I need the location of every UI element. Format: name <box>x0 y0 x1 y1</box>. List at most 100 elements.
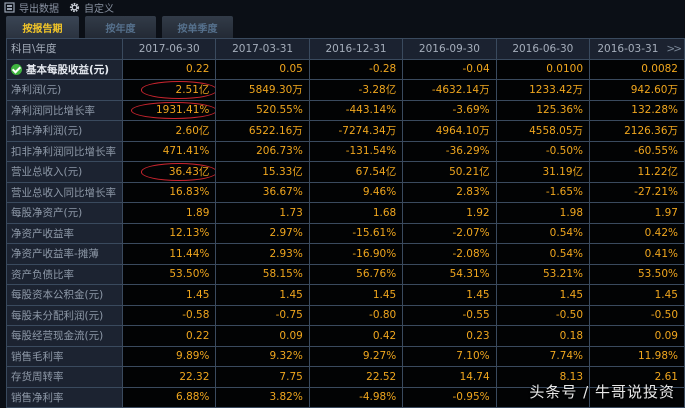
table-cell: 15.33亿 <box>215 161 310 183</box>
table-row[interactable]: 净利润同比增长率 1931.41% 520.55% -443.14% -3.69% 125… <box>6 99 685 121</box>
table-cell: 2.60亿 <box>121 120 217 142</box>
table-cell: -2.07% <box>402 222 497 244</box>
row-label: 营业总收入同比增长率 <box>6 181 123 203</box>
table-cell: 942.60万 <box>589 79 685 101</box>
column-header-last[interactable]: 2016-03-31 >> <box>589 38 685 60</box>
table-cell: 132.28% <box>589 99 685 121</box>
row-label-text: 净资产收益率-摊薄 <box>11 248 99 261</box>
table-cell: 11.44% <box>121 243 217 265</box>
next-columns-icon[interactable]: >> <box>666 42 682 55</box>
row-label: 扣非净利润同比增长率 <box>6 140 123 162</box>
table-cell: -7274.34万 <box>308 120 404 142</box>
table-cell: 0.22 <box>121 325 217 347</box>
export-icon <box>4 1 15 13</box>
export-data-button[interactable]: 导出数据 <box>4 0 59 15</box>
table-cell: 16.83% <box>121 181 217 203</box>
table-row[interactable]: 基本每股收益(元) 0.22 0.05 -0.28 -0.04 0.0100 0.0082 <box>6 58 685 80</box>
table-cell: -0.28 <box>308 58 404 80</box>
column-header[interactable]: 2017-03-31 <box>215 38 310 60</box>
table-cell: 53.50% <box>589 263 685 285</box>
table-cell: 0.23 <box>402 325 497 347</box>
column-header[interactable]: 2017-06-30 <box>121 38 217 60</box>
table-cell: 1.98 <box>495 202 591 224</box>
table-cell: -15.61% <box>308 222 404 244</box>
table-row[interactable]: 营业总收入同比增长率 16.83% 36.67% 9.46% 2.83% -1.65% -2… <box>6 181 685 203</box>
table-cell: 3.82% <box>215 386 310 408</box>
check-icon <box>11 63 22 75</box>
row-label: 每股净资产(元) <box>6 202 123 224</box>
column-header[interactable]: 2016-06-30 <box>495 38 591 60</box>
row-label: 基本每股收益(元) <box>6 58 123 80</box>
table-row[interactable]: 净资产收益率 12.13% 2.97% -15.61% -2.07% 0.54% 0.42% <box>6 222 685 244</box>
table-row[interactable]: 扣非净利润同比增长率 471.41% 206.73% -131.54% -36.29% -… <box>6 140 685 162</box>
table-cell: 8.13 <box>495 366 591 388</box>
table-cell: 125.36% <box>495 99 591 121</box>
table-cell: -0.55 <box>402 304 497 326</box>
table-cell: 0.42 <box>308 325 404 347</box>
column-header[interactable]: 2016-09-30 <box>402 38 497 60</box>
tab-by-year[interactable]: 按年度 <box>85 16 156 38</box>
table-cell: -443.14% <box>308 99 404 121</box>
table-cell: 1.45 <box>308 284 404 306</box>
table-cell: 471.41% <box>121 140 217 162</box>
table-cell: 12.13% <box>121 222 217 244</box>
table-cell: 9.27% <box>308 345 404 367</box>
table-cell: -27.21% <box>589 181 685 203</box>
table-cell: 1233.42万 <box>495 79 591 101</box>
row-label: 每股经营现金流(元) <box>6 325 123 347</box>
table-cell: 0.41% <box>589 243 685 265</box>
row-label-text: 资产负债比率 <box>11 268 74 281</box>
table-cell: 54.31% <box>402 263 497 285</box>
table-row[interactable]: 每股资本公积金(元) 1.45 1.45 1.45 1.45 1.45 1.45 <box>6 284 685 306</box>
table-cell: 2.51亿 <box>121 79 217 101</box>
table-body: 基本每股收益(元) 0.22 0.05 -0.28 -0.04 0.0100 0.0082 净… <box>6 58 685 408</box>
table-cell: 6.88% <box>121 386 217 408</box>
table-cell: 6522.16万 <box>215 120 310 142</box>
table-row[interactable]: 每股净资产(元) 1.89 1.73 1.68 1.92 1.98 1.97 <box>6 202 685 224</box>
table-row[interactable]: 销售净利率 6.88% 3.82% -4.98% -0.95% <box>6 386 685 408</box>
financial-indicators-table: 科目\年度 2017-06-30 2017-03-31 2016-12-31 2… <box>6 38 685 408</box>
customize-button[interactable]: 自定义 <box>69 0 114 15</box>
column-header[interactable]: 2016-12-31 <box>308 38 404 60</box>
highlight-oval <box>141 81 215 99</box>
row-label: 营业总收入(元) <box>6 161 123 183</box>
table-row[interactable]: 销售毛利率 9.89% 9.32% 9.27% 7.10% 7.74% 11.98% <box>6 345 685 367</box>
watermark: 头条号 / 牛哥说投资 <box>529 383 675 401</box>
table-cell: 1.45 <box>402 284 497 306</box>
table-cell: 58.15% <box>215 263 310 285</box>
table-cell: -36.29% <box>402 140 497 162</box>
table-row[interactable]: 净利润(元) 2.51亿 5849.30万 -3.28亿 -4632.14万 1233.4… <box>6 79 685 101</box>
highlight-oval <box>131 101 215 119</box>
table-cell: 4964.10万 <box>402 120 497 142</box>
table-row[interactable]: 营业总收入(元) 36.43亿 15.33亿 67.54亿 50.21亿 31.19亿 11… <box>6 161 685 183</box>
table-cell: -0.50 <box>589 304 685 326</box>
row-label-text: 营业总收入同比增长率 <box>11 186 116 199</box>
row-label: 扣非净利润(元) <box>6 120 123 142</box>
row-label: 净资产收益率-摊薄 <box>6 243 123 265</box>
table-cell: 0.09 <box>589 325 685 347</box>
table-cell: 2.83% <box>402 181 497 203</box>
table-row[interactable]: 资产负债比率 53.50% 58.15% 56.76% 54.31% 53.21% 53.5… <box>6 263 685 285</box>
table-cell: 0.0100 <box>495 58 591 80</box>
table-cell: 7.10% <box>402 345 497 367</box>
table-cell: 0.54% <box>495 222 591 244</box>
table-cell: 0.42% <box>589 222 685 244</box>
table-row[interactable]: 扣非净利润(元) 2.60亿 6522.16万 -7274.34万 4964.10万 45… <box>6 120 685 142</box>
table-row[interactable]: 每股未分配利润(元) -0.58 -0.75 -0.80 -0.55 -0.50 -0.50 <box>6 304 685 326</box>
row-label-text: 销售毛利率 <box>11 350 64 363</box>
table-cell <box>589 386 685 408</box>
table-cell: -4632.14万 <box>402 79 497 101</box>
table-cell: -0.80 <box>308 304 404 326</box>
table-cell: 0.18 <box>495 325 591 347</box>
tab-by-report-period[interactable]: 按报告期 <box>6 16 79 38</box>
table-cell: 206.73% <box>215 140 310 162</box>
toolbar: 导出数据 自定义 <box>0 0 685 15</box>
table-cell: 14.74 <box>402 366 497 388</box>
row-label: 销售毛利率 <box>6 345 123 367</box>
table-row[interactable]: 每股经营现金流(元) 0.22 0.09 0.42 0.23 0.18 0.09 <box>6 325 685 347</box>
tab-by-quarter[interactable]: 按单季度 <box>162 16 233 38</box>
table-cell: -0.75 <box>215 304 310 326</box>
table-cell: -2.08% <box>402 243 497 265</box>
table-row[interactable]: 净资产收益率-摊薄 11.44% 2.93% -16.90% -2.08% 0.54% 0.… <box>6 243 685 265</box>
row-label: 净利润(元) <box>6 79 123 101</box>
